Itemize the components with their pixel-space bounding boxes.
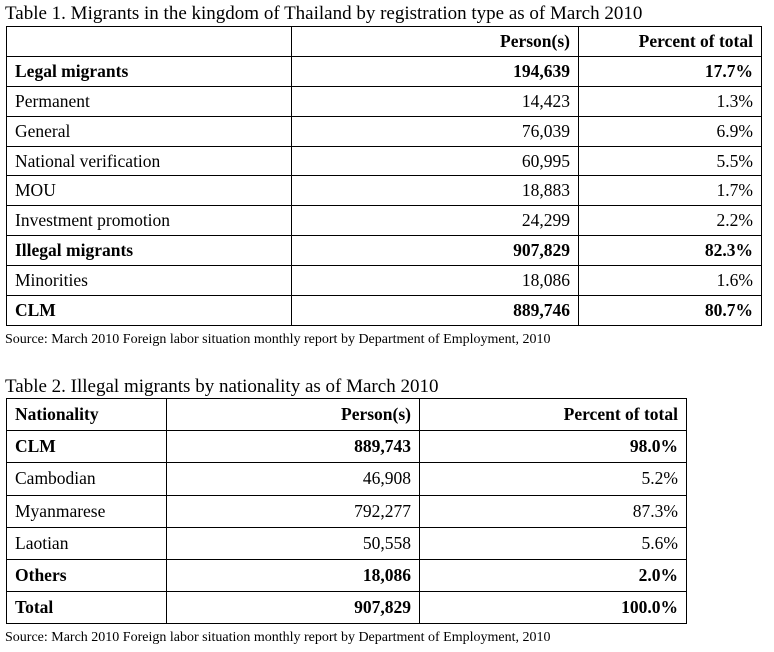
row-percent: 1.6% (578, 265, 762, 297)
row-persons: 194,639 (291, 55, 579, 87)
row-persons: 76,039 (291, 115, 579, 147)
row-persons: 46,908 (166, 462, 420, 496)
table2: Nationality Person(s) Percent of total C… (6, 397, 687, 625)
row-percent: 6.9% (578, 115, 762, 147)
table-row: Permanent 14,423 1.3% (6, 85, 762, 117)
row-label: General (6, 115, 292, 147)
table1-header-label (6, 26, 292, 57)
row-label: National verification (6, 145, 292, 177)
table2-header-percent: Percent of total (419, 397, 687, 432)
row-percent: 2.2% (578, 205, 762, 237)
row-persons: 18,086 (291, 265, 579, 297)
row-label: CLM (6, 430, 167, 464)
table2-source: Source: March 2010 Foreign labor situati… (5, 630, 551, 645)
table1-header-percent: Percent of total (578, 26, 762, 57)
table-row: Total 907,829 100.0% (6, 591, 687, 625)
row-label: Illegal migrants (6, 235, 292, 267)
table2-caption: Table 2. Illegal migrants by nationality… (5, 376, 439, 397)
row-percent: 17.7% (578, 55, 762, 87)
row-label: Permanent (6, 85, 292, 117)
row-percent: 87.3% (419, 494, 687, 528)
row-percent: 1.7% (578, 175, 762, 207)
table-row: Laotian 50,558 5.6% (6, 526, 687, 560)
row-label: Others (6, 558, 167, 593)
row-label: CLM (6, 295, 292, 326)
table-row: National verification 60,995 5.5% (6, 145, 762, 177)
row-persons: 50,558 (166, 526, 420, 560)
row-label: Legal migrants (6, 55, 292, 87)
table-row: MOU 18,883 1.7% (6, 175, 762, 207)
table-row: Illegal migrants 907,829 82.3% (6, 235, 762, 267)
row-percent: 5.5% (578, 145, 762, 177)
table1-header-persons: Person(s) (291, 26, 579, 57)
row-label: Total (6, 591, 167, 625)
row-percent: 5.2% (419, 462, 687, 496)
table2-header-label: Nationality (6, 397, 167, 432)
row-label: Investment promotion (6, 205, 292, 237)
table-row: Minorities 18,086 1.6% (6, 265, 762, 297)
table1-header-row: Person(s) Percent of total (6, 26, 762, 57)
table-row: Myanmarese 792,277 87.3% (6, 494, 687, 528)
table-row: CLM 889,743 98.0% (6, 430, 687, 464)
row-percent: 1.3% (578, 85, 762, 117)
table1-caption: Table 1. Migrants in the kingdom of Thai… (5, 3, 643, 24)
table2-header-row: Nationality Person(s) Percent of total (6, 397, 687, 432)
row-persons: 24,299 (291, 205, 579, 237)
row-percent: 98.0% (419, 430, 687, 464)
row-persons: 907,829 (291, 235, 579, 267)
table-row: Legal migrants 194,639 17.7% (6, 55, 762, 87)
row-percent: 80.7% (578, 295, 762, 326)
row-persons: 792,277 (166, 494, 420, 528)
row-persons: 14,423 (291, 85, 579, 117)
row-label: Myanmarese (6, 494, 167, 528)
row-percent: 82.3% (578, 235, 762, 267)
row-persons: 889,746 (291, 295, 579, 326)
row-label: Laotian (6, 526, 167, 560)
row-label: Minorities (6, 265, 292, 297)
row-percent: 100.0% (419, 591, 687, 625)
row-label: MOU (6, 175, 292, 207)
table1-source: Source: March 2010 Foreign labor situati… (5, 332, 551, 347)
table-row: Investment promotion 24,299 2.2% (6, 205, 762, 237)
row-persons: 18,086 (166, 558, 420, 593)
table-row: Others 18,086 2.0% (6, 558, 687, 593)
row-percent: 5.6% (419, 526, 687, 560)
row-persons: 18,883 (291, 175, 579, 207)
row-percent: 2.0% (419, 558, 687, 593)
row-persons: 60,995 (291, 145, 579, 177)
row-persons: 907,829 (166, 591, 420, 625)
table1: Person(s) Percent of total Legal migrant… (6, 26, 762, 326)
table-row: CLM 889,746 80.7% (6, 295, 762, 326)
row-persons: 889,743 (166, 430, 420, 464)
table2-header-persons: Person(s) (166, 397, 420, 432)
table-row: General 76,039 6.9% (6, 115, 762, 147)
table-row: Cambodian 46,908 5.2% (6, 462, 687, 496)
row-label: Cambodian (6, 462, 167, 496)
